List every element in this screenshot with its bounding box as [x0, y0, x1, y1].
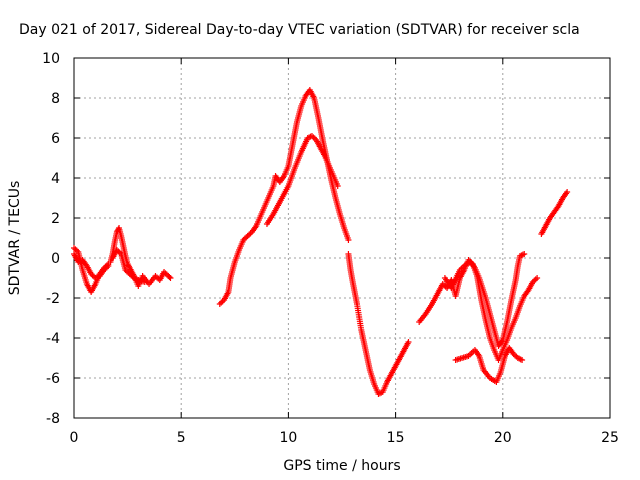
interpolated-points [265, 133, 340, 226]
interpolated-points [539, 190, 570, 236]
y-tick-label: -2 [46, 291, 60, 307]
data-marks [71, 87, 571, 397]
series-segment [441, 251, 528, 349]
x-tick-label: 20 [494, 430, 512, 446]
chart-title: Day 021 of 2017, Sidereal Day-to-day VTE… [19, 22, 580, 38]
series-segment [216, 87, 352, 307]
y-axis-label: SDTVAR / TECUs [7, 181, 23, 296]
series-segment [416, 257, 541, 363]
y-tick-label: 8 [51, 91, 60, 107]
series-segment [452, 345, 526, 385]
x-tick-label: 5 [177, 430, 186, 446]
series-segment [263, 133, 341, 227]
interpolated-points [442, 251, 526, 348]
grid [74, 58, 610, 418]
y-tick-label: -6 [46, 371, 60, 387]
y-tick-label: 4 [51, 171, 60, 187]
y-tick-label: 10 [42, 51, 60, 67]
x-tick-label: 0 [70, 430, 79, 446]
interpolated-points [110, 248, 147, 285]
x-axis-label: GPS time / hours [283, 458, 400, 474]
interpolated-points [71, 252, 110, 281]
y-tick-label: -4 [46, 331, 60, 347]
y-tick-label: 0 [51, 251, 60, 267]
x-tick-label: 10 [279, 430, 297, 446]
data-point [167, 275, 174, 281]
plot-frame [73, 57, 611, 419]
series-segment [71, 251, 112, 281]
series-segment [345, 251, 412, 397]
series-segment [538, 189, 571, 237]
interpolated-points [345, 253, 411, 397]
x-tick-label: 15 [387, 430, 405, 446]
y-tick-label: 6 [51, 131, 60, 147]
y-tick-label: 2 [51, 211, 60, 227]
x-tick-label: 25 [601, 430, 619, 446]
axis-ticks [73, 57, 611, 419]
y-tick-label: -8 [46, 411, 60, 427]
interpolated-points [454, 346, 524, 384]
series-segment [109, 247, 148, 285]
